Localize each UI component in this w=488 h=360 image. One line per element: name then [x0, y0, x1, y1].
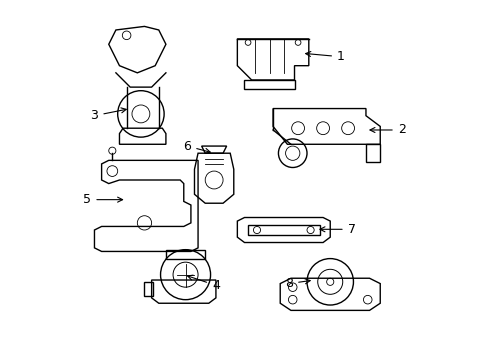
Text: 1: 1	[305, 50, 344, 63]
Text: 2: 2	[369, 123, 405, 136]
Text: 7: 7	[319, 223, 355, 236]
Text: 4: 4	[187, 275, 220, 292]
Text: 5: 5	[83, 193, 122, 206]
Text: 6: 6	[183, 140, 210, 153]
Text: 8: 8	[285, 277, 309, 290]
Bar	[144, 282, 153, 296]
Text: 3: 3	[90, 108, 126, 122]
